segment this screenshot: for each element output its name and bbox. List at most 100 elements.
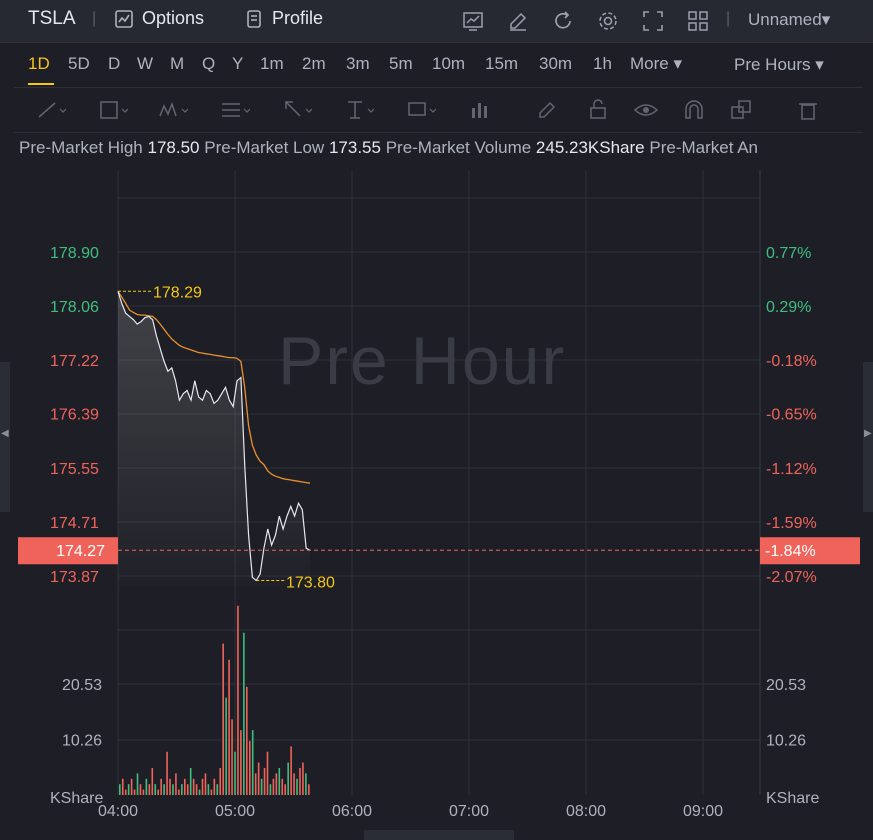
volume-bar <box>228 659 230 795</box>
volume-bar <box>260 778 263 795</box>
grid-layout-icon[interactable] <box>686 9 710 33</box>
lock-icon[interactable] <box>584 98 614 122</box>
copy-icon[interactable] <box>728 98 758 122</box>
period-tab-10m[interactable]: 10m <box>432 54 466 73</box>
volume-bar <box>178 789 180 795</box>
chevron-down-icon: ▾ <box>815 55 824 74</box>
period-tab-3m[interactable]: 3m <box>346 54 370 73</box>
pre-market-truncated-label: Pre-Market An <box>649 138 759 157</box>
volume-bar <box>142 789 145 795</box>
volume-bar <box>222 643 224 795</box>
trendline-tool-icon[interactable] <box>36 98 67 122</box>
volume-bar <box>275 773 278 795</box>
fibonacci-tool-icon[interactable] <box>220 98 251 122</box>
fullscreen-icon[interactable] <box>641 9 665 33</box>
annotation-tool-icon[interactable] <box>406 98 437 122</box>
pre-market-high-value: 178.50 <box>147 138 200 157</box>
chevron-down-icon: ▾ <box>821 10 831 29</box>
refresh-icon[interactable] <box>551 9 575 33</box>
period-tab-y[interactable]: Y <box>232 54 244 73</box>
volume-bar <box>130 778 133 795</box>
period-tab-w[interactable]: W <box>137 54 154 73</box>
price-tick-label: 178.90 <box>50 245 99 262</box>
percent-tick-label: -0.65% <box>766 407 817 424</box>
pre-market-volume-label: Pre-Market Volume <box>385 138 532 157</box>
more-periods-button[interactable]: More ▾ <box>630 54 682 74</box>
period-tab-30m[interactable]: 30m <box>539 54 573 73</box>
volume-bar <box>207 784 210 795</box>
options-button[interactable]: Options <box>114 8 204 29</box>
period-tab-2m[interactable]: 2m <box>302 54 326 73</box>
volume-bar <box>189 767 192 795</box>
measure-tool-icon[interactable] <box>468 98 498 122</box>
volume-bar <box>243 632 245 795</box>
percent-tick-label: 0.77% <box>766 245 811 262</box>
profile-button[interactable]: Profile <box>244 8 323 29</box>
period-tab-m[interactable]: M <box>170 54 185 73</box>
volume-bar <box>293 773 295 795</box>
volume-unit-label-right: KShare <box>766 790 819 807</box>
period-tab-15m[interactable]: 15m <box>485 54 519 73</box>
active-period-indicator <box>28 83 54 85</box>
volume-bar <box>263 767 266 795</box>
session-select[interactable]: Pre Hours ▾ <box>734 55 824 75</box>
right-panel-handle[interactable]: ▶ <box>863 362 873 512</box>
volume-bar <box>133 789 136 795</box>
indicator-icon[interactable] <box>461 9 485 33</box>
ticker-symbol[interactable]: TSLA <box>28 8 76 29</box>
time-tick-label: 06:00 <box>332 803 372 820</box>
price-area-fill <box>118 291 310 585</box>
pre-market-low-label: Pre-Market Low <box>204 138 325 157</box>
volume-bar <box>186 784 189 795</box>
volume-bar <box>278 767 281 795</box>
period-tab-1d[interactable]: 1D <box>28 54 50 73</box>
pencil-icon[interactable] <box>534 98 564 122</box>
magnet-icon[interactable] <box>680 98 710 122</box>
period-tab-5d[interactable]: 5D <box>68 54 90 73</box>
percent-tick-label: -0.18% <box>766 353 817 370</box>
period-tab-1h[interactable]: 1h <box>593 54 612 73</box>
volume-bar <box>266 751 269 795</box>
trash-icon[interactable] <box>794 98 824 122</box>
period-tab-1m[interactable]: 1m <box>260 54 284 73</box>
volume-bar <box>175 773 177 795</box>
period-tab-5m[interactable]: 5m <box>389 54 413 73</box>
text-tool-icon[interactable] <box>344 98 375 122</box>
draw-icon[interactable] <box>506 9 530 33</box>
arrow-tool-icon[interactable] <box>282 98 313 122</box>
layout-select[interactable]: Unnamed▾ <box>748 10 830 30</box>
period-tabs: 1D 5D D W M Q Y 1m 2m 3m 5m 10m 15m 30m 1h <box>0 42 873 86</box>
volume-bar <box>251 730 254 795</box>
period-tab-d[interactable]: D <box>108 54 121 73</box>
pattern-tool-icon[interactable] <box>158 98 189 122</box>
volume-bar <box>157 789 159 795</box>
options-label: Options <box>142 8 205 28</box>
pre-market-high-label: Pre-Market High <box>19 138 143 157</box>
price-tick-label: 174.71 <box>50 515 99 532</box>
volume-bar <box>119 784 121 795</box>
settings-icon[interactable] <box>596 9 620 33</box>
bottom-panel-handle[interactable] <box>364 830 514 840</box>
percent-tick-label: -1.12% <box>766 461 817 478</box>
current-percent-badge <box>760 537 860 565</box>
volume-bar <box>160 778 162 795</box>
rectangle-tool-icon[interactable] <box>98 98 129 122</box>
current-percent-label: -1.84% <box>765 543 816 560</box>
time-tick-label: 04:00 <box>98 803 138 820</box>
volume-tick-label-right: 10.26 <box>766 733 806 750</box>
volume-bar <box>192 778 195 795</box>
average-price-line <box>117 290 311 484</box>
session-label: Pre Hours <box>734 55 811 74</box>
top-toolbar: TSLA | Options Profile | Unnamed▾ <box>0 0 873 43</box>
more-label: More <box>630 54 669 73</box>
eye-icon[interactable] <box>632 98 662 122</box>
left-panel-handle[interactable]: ◀ <box>0 362 10 512</box>
toolbar-divider: | <box>92 10 97 27</box>
volume-bar <box>163 784 165 795</box>
pre-market-low-value: 173.55 <box>328 138 381 157</box>
max-price-label: 178.29 <box>153 284 202 301</box>
price-tick-label: 176.39 <box>50 407 99 424</box>
price-chart[interactable]: 178.90 178.06 177.22 176.39 175.55 174.71 173.… <box>0 165 873 830</box>
period-tab-q[interactable]: Q <box>202 54 216 73</box>
pre-market-stats: Pre-Market High 178.50 Pre-Market Low 17… <box>19 138 758 158</box>
